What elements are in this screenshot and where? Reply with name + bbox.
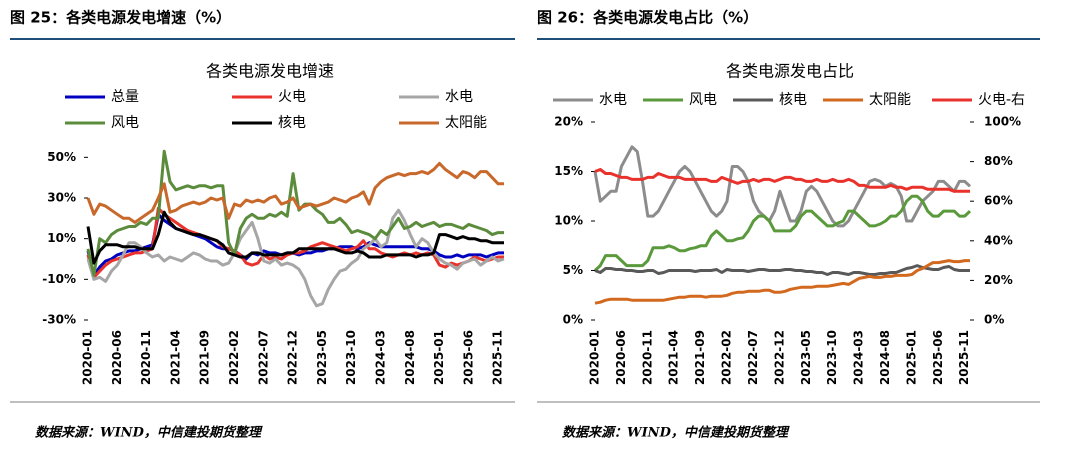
series-line xyxy=(86,210,504,265)
x-tick-label: 2023-05 xyxy=(799,330,813,385)
x-tick-label: 2021-09 xyxy=(198,330,212,385)
x-tick-label: 2020-11 xyxy=(640,330,654,385)
source-note: 数据来源：WIND，中信建投期货整理 xyxy=(35,425,263,441)
y-tick-label: 10% xyxy=(47,231,76,245)
series-line xyxy=(594,259,970,305)
y-tick-label: 50% xyxy=(47,150,76,164)
y2-tick-label: 60% xyxy=(984,194,1013,208)
series-line xyxy=(86,149,504,277)
y2-tick-label: 40% xyxy=(984,233,1013,247)
caption: 图 25：各类电源发电增速（%） xyxy=(10,9,231,27)
x-tick-label: 2022-12 xyxy=(286,330,300,385)
legend-label: 风电 xyxy=(111,115,139,131)
x-tick-label: 2025-06 xyxy=(931,330,945,385)
source-note: 数据来源：WIND，中信建投期货整理 xyxy=(562,425,790,441)
y-tick-label: 20% xyxy=(554,115,583,129)
series-line xyxy=(593,145,972,228)
y-tick-label: 0% xyxy=(563,313,583,327)
x-tick-label: 2020-11 xyxy=(139,330,153,385)
x-tick-label: 2022-02 xyxy=(720,330,734,385)
y-tick-label: -10% xyxy=(42,272,76,286)
x-tick-label: 2021-04 xyxy=(168,330,182,385)
y2-tick-label: 80% xyxy=(984,154,1013,168)
x-tick-label: 2021-09 xyxy=(693,330,707,385)
legend-label: 火电 xyxy=(278,89,306,105)
legend-label: 核电 xyxy=(278,115,306,131)
series-line xyxy=(86,161,504,224)
series-line xyxy=(593,194,972,272)
legend-label: 核电 xyxy=(779,92,807,108)
y-tick-label: 5% xyxy=(563,263,583,277)
x-tick-label: 2025-01 xyxy=(904,330,918,385)
x-tick-label: 2025-11 xyxy=(957,330,971,385)
x-tick-label: 2022-07 xyxy=(256,330,270,385)
x-tick-label: 2023-05 xyxy=(315,330,329,385)
y-tick-label: 30% xyxy=(47,191,76,205)
x-tick-label: 2021-04 xyxy=(667,330,681,385)
series-line xyxy=(594,168,970,193)
x-tick-label: 2024-03 xyxy=(852,330,866,385)
y-tick-label: 10% xyxy=(554,214,583,228)
legend-label: 太阳能 xyxy=(445,115,487,131)
legend-label: 总量 xyxy=(111,89,139,105)
x-tick-label: 2025-01 xyxy=(432,330,446,385)
x-tick-label: 2024-08 xyxy=(878,330,892,385)
x-tick-label: 2020-06 xyxy=(110,330,124,385)
y-tick-label: 15% xyxy=(554,164,583,178)
legend-label: 风电 xyxy=(689,92,717,108)
y2-tick-label: 100% xyxy=(984,115,1021,129)
legend-label: 水电 xyxy=(445,89,473,105)
y2-tick-label: 0% xyxy=(984,313,1004,327)
chart-title: 各类电源发电增速 xyxy=(206,62,334,81)
x-tick-label: 2023-10 xyxy=(344,330,358,385)
y2-tick-label: 20% xyxy=(984,273,1013,287)
chart-title: 各类电源发电占比 xyxy=(726,62,854,81)
x-tick-label: 2020-06 xyxy=(614,330,628,385)
x-tick-label: 2025-06 xyxy=(461,330,475,385)
x-tick-label: 2023-10 xyxy=(825,330,839,385)
x-tick-label: 2022-12 xyxy=(772,330,786,385)
x-tick-label: 2024-08 xyxy=(403,330,417,385)
x-tick-label: 2024-03 xyxy=(373,330,387,385)
x-tick-label: 2025-11 xyxy=(491,330,505,385)
legend-label: 太阳能 xyxy=(869,92,911,108)
legend-label: 水电 xyxy=(599,92,627,108)
x-tick-label: 2022-07 xyxy=(746,330,760,385)
legend-label: 火电-右 xyxy=(978,92,1025,108)
y-tick-label: -30% xyxy=(42,313,76,327)
x-tick-label: 2020-01 xyxy=(81,330,95,385)
x-tick-label: 2020-01 xyxy=(588,330,602,385)
x-tick-label: 2022-02 xyxy=(227,330,241,385)
caption: 图 26：各类电源发电占比（%） xyxy=(537,9,758,27)
series-line xyxy=(594,264,970,276)
